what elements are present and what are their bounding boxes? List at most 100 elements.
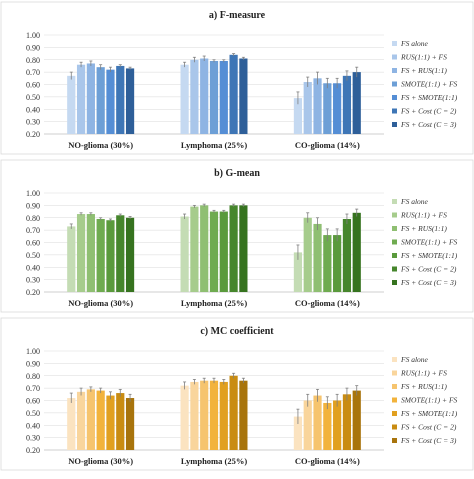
bar (125, 217, 135, 292)
x-category-label: CO-glioma (14%) (295, 298, 360, 308)
bar (209, 60, 219, 134)
bar (352, 212, 361, 292)
y-tick-label: 0.40 (26, 263, 40, 272)
y-tick-label: 0.60 (26, 397, 40, 406)
bar (200, 380, 209, 450)
y-tick-label: 1.00 (26, 31, 40, 40)
legend-label: FS + RUS(1:1) (400, 224, 447, 233)
legend-swatch (392, 357, 397, 362)
legend-swatch (392, 239, 397, 245)
legend-label: FS alone (400, 197, 429, 206)
y-tick-label: 0.90 (26, 359, 40, 368)
y-tick-label: 0.90 (26, 201, 40, 210)
legend-label: SMOTE(1:1) + FS (401, 80, 458, 89)
legend-swatch (392, 108, 397, 114)
bar (86, 63, 95, 134)
bar (229, 375, 238, 450)
bar (190, 381, 199, 450)
legend-swatch (392, 212, 397, 218)
bar (180, 216, 189, 292)
legend-swatch (392, 226, 397, 231)
legend-label: RUS(1:1) + FS (400, 53, 447, 62)
bar (67, 75, 76, 134)
bar (293, 416, 303, 450)
bar (342, 75, 352, 134)
bar (86, 214, 95, 292)
bar (293, 252, 303, 292)
legend-swatch (392, 370, 397, 376)
legend-swatch (392, 68, 397, 73)
bar (180, 385, 189, 450)
legend-label: RUS(1:1) + FS (400, 211, 447, 220)
legend-label: FS + Cost (C = 3) (400, 436, 457, 445)
y-tick-label: 0.20 (26, 130, 40, 139)
bar (313, 78, 322, 134)
x-category-label: Lymphoma (25%) (181, 298, 248, 308)
legend-swatch (392, 266, 397, 272)
legend-swatch (392, 95, 397, 100)
legend-label: RUS(1:1) + FS (400, 369, 447, 378)
y-tick-label: 0.20 (26, 288, 40, 297)
bar (209, 380, 219, 450)
y-tick-label: 0.20 (26, 446, 40, 455)
bar (303, 217, 312, 292)
bar (190, 206, 199, 292)
bar (323, 402, 332, 450)
bar (180, 64, 189, 134)
bar (96, 390, 105, 450)
bar (106, 69, 115, 134)
legend-swatch (392, 253, 397, 258)
legend-swatch (392, 81, 397, 87)
bar (106, 395, 115, 450)
y-tick-label: 0.50 (26, 251, 40, 260)
bar (86, 389, 95, 450)
legend-label: FS + SMOTE(1:1) (400, 93, 458, 102)
bar (76, 391, 86, 450)
legend-label: FS + Cost (C = 2) (400, 265, 457, 274)
x-category-label: Lymphoma (25%) (181, 140, 248, 150)
legend-label: SMOTE(1:1) + FS (401, 238, 458, 247)
bar (125, 398, 135, 450)
bar (229, 205, 238, 292)
legend-swatch (392, 424, 397, 430)
legend-swatch (392, 41, 397, 46)
bar (352, 390, 361, 450)
bar (219, 60, 228, 134)
bar (67, 398, 76, 450)
y-tick-label: 0.70 (26, 226, 40, 235)
y-tick-label: 0.90 (26, 43, 40, 52)
y-tick-label: 0.30 (26, 276, 40, 285)
y-tick-label: 0.70 (26, 384, 40, 393)
bar (116, 215, 125, 292)
bar (352, 72, 361, 134)
bar (96, 218, 105, 292)
bar (219, 381, 228, 450)
y-tick-label: 1.00 (26, 347, 40, 356)
bar (323, 83, 332, 134)
legend-label: FS + SMOTE(1:1) (400, 409, 458, 418)
bar (239, 205, 248, 292)
bar (239, 58, 248, 135)
legend-swatch (392, 199, 397, 204)
legend-swatch (392, 54, 397, 60)
legend-label: FS + Cost (C = 3) (400, 278, 457, 287)
legend-label: FS alone (400, 355, 429, 364)
bar (76, 214, 86, 292)
legend-label: FS + Cost (C = 2) (400, 423, 457, 432)
legend-label: FS + SMOTE(1:1) (400, 251, 458, 260)
bar (323, 235, 332, 292)
chart-panel-2: b) G-mean 0.20 0.30 0.40 0.50 0.60 0.70 0.80 0.9… (0, 159, 474, 313)
legend-swatch (392, 280, 397, 285)
y-tick-label: 0.30 (26, 434, 40, 443)
legend-label: FS + RUS(1:1) (400, 382, 447, 391)
bar (342, 394, 352, 450)
bar (106, 220, 115, 292)
bar (96, 67, 105, 134)
x-category-label: NO-glioma (30%) (68, 298, 133, 308)
bar (125, 68, 135, 134)
y-tick-label: 0.80 (26, 214, 40, 223)
y-tick-label: 0.50 (26, 93, 40, 102)
bar (219, 211, 228, 292)
